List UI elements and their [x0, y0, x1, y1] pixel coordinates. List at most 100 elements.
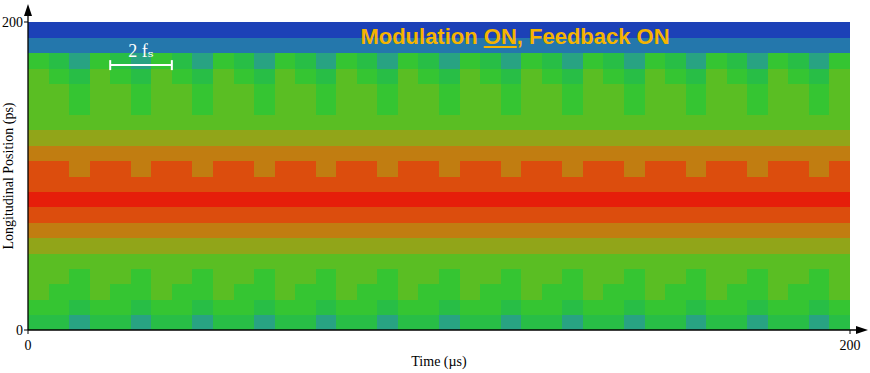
- heatmap-cell: [788, 238, 809, 254]
- heatmap-cell: [686, 68, 707, 84]
- heatmap-cell: [418, 53, 439, 69]
- heatmap-cell: [562, 238, 583, 254]
- heatmap-cell: [480, 176, 501, 192]
- heatmap-cell: [316, 176, 337, 192]
- heatmap-cell: [213, 99, 234, 115]
- heatmap-cell: [645, 68, 666, 84]
- heatmap-cell: [624, 207, 645, 223]
- heatmap-cell: [624, 268, 645, 284]
- x-tick: [850, 330, 851, 334]
- heatmap-cell: [460, 84, 481, 100]
- heatmap-cell: [562, 299, 583, 315]
- heatmap-cell: [562, 315, 583, 330]
- heatmap-cell: [418, 222, 439, 238]
- heatmap-cell: [234, 84, 255, 100]
- heatmap-cell: [90, 238, 111, 254]
- heatmap-cell: [809, 84, 830, 100]
- heatmap-cell: [542, 145, 563, 161]
- heatmap-cell: [377, 284, 398, 300]
- heatmap-cell: [316, 22, 337, 38]
- heatmap-cell: [110, 191, 131, 207]
- heatmap-cell: [727, 37, 748, 53]
- heatmap-cell: [336, 130, 357, 146]
- heatmap-cell: [316, 68, 337, 84]
- heatmap-cell: [151, 99, 172, 115]
- heatmap-cell: [213, 68, 234, 84]
- heatmap-cell: [686, 53, 707, 69]
- heatmap-cell: [398, 84, 419, 100]
- heatmap-cell: [583, 315, 604, 330]
- heatmap-cell: [275, 315, 296, 330]
- heatmap-cell: [172, 191, 193, 207]
- heatmap-cell: [747, 22, 768, 38]
- heatmap-cell: [521, 68, 542, 84]
- y-tick: [24, 330, 28, 331]
- heatmap-cell: [542, 299, 563, 315]
- heatmap-cell: [665, 53, 686, 69]
- heatmap-cell: [398, 222, 419, 238]
- heatmap-cell: [110, 145, 131, 161]
- heatmap-cell: [316, 37, 337, 53]
- heatmap-cell: [480, 84, 501, 100]
- heatmap-cell: [645, 84, 666, 100]
- heatmap-cell: [131, 299, 152, 315]
- heatmap-cell: [357, 84, 378, 100]
- heatmap-cell: [706, 284, 727, 300]
- heatmap-cell: [357, 315, 378, 330]
- heatmap-cell: [562, 53, 583, 69]
- heatmap-cell: [234, 284, 255, 300]
- heatmap-cell: [254, 222, 275, 238]
- heatmap-cell: [28, 114, 49, 130]
- heatmap-cell: [706, 161, 727, 177]
- heatmap-cell: [747, 299, 768, 315]
- heatmap-cell: [521, 222, 542, 238]
- heatmap-cell: [542, 68, 563, 84]
- heatmap-cell: [727, 315, 748, 330]
- heatmap-cell: [788, 299, 809, 315]
- heatmap-cell: [316, 315, 337, 330]
- heatmap-cell: [69, 22, 90, 38]
- heatmap-cell: [398, 268, 419, 284]
- heatmap-cell: [357, 207, 378, 223]
- heatmap-cell: [377, 68, 398, 84]
- heatmap-cell: [829, 315, 850, 330]
- heatmap-cell: [501, 68, 522, 84]
- heatmap-cell: [172, 68, 193, 84]
- heatmap-cell: [357, 284, 378, 300]
- heatmap-cell: [295, 99, 316, 115]
- heatmap-cell: [542, 222, 563, 238]
- heatmap-cell: [542, 99, 563, 115]
- heatmap-cell: [727, 238, 748, 254]
- heatmap-cell: [69, 315, 90, 330]
- heatmap-cell: [151, 68, 172, 84]
- heatmap-cell: [480, 238, 501, 254]
- heatmap-cell: [192, 207, 213, 223]
- heatmap-cell: [275, 22, 296, 38]
- chart: 02000200Longitudinal Position (ps)Time (…: [0, 0, 870, 373]
- heatmap-cell: [501, 191, 522, 207]
- heatmap-cell: [480, 315, 501, 330]
- heatmap-cell: [131, 222, 152, 238]
- heatmap-cell: [727, 299, 748, 315]
- heatmap-cell: [316, 130, 337, 146]
- heatmap-cell: [603, 284, 624, 300]
- heatmap-cell: [788, 284, 809, 300]
- heatmap-cell: [172, 268, 193, 284]
- heatmap-cell: [316, 99, 337, 115]
- heatmap-cell: [480, 191, 501, 207]
- heatmap-cell: [665, 130, 686, 146]
- heatmap-cell: [357, 68, 378, 84]
- heatmap-cell: [336, 68, 357, 84]
- heatmap-cell: [295, 53, 316, 69]
- heatmap-cell: [336, 145, 357, 161]
- heatmap-cell: [336, 207, 357, 223]
- heatmap-cell: [603, 191, 624, 207]
- heatmap-cell: [562, 99, 583, 115]
- heatmap-cell: [275, 284, 296, 300]
- heatmap-cell: [418, 114, 439, 130]
- heatmap-cell: [192, 37, 213, 53]
- heatmap-cell: [418, 207, 439, 223]
- heatmap-cell: [665, 84, 686, 100]
- heatmap-cell: [706, 207, 727, 223]
- heatmap-cell: [706, 53, 727, 69]
